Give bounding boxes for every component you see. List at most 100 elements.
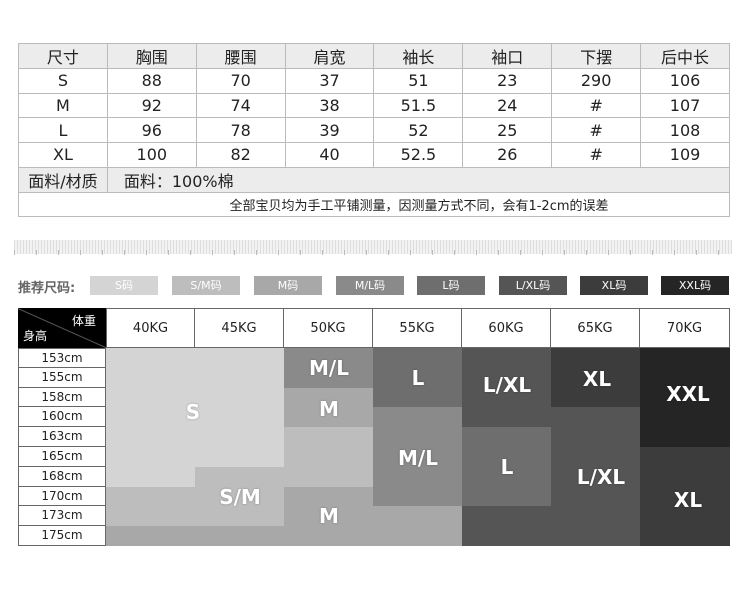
size-region-label: XL [582, 367, 612, 391]
size-chip: XL码 [580, 276, 648, 295]
size-cell [106, 407, 196, 428]
spec-cell: 78 [195, 117, 286, 144]
height-row-header: 175cm [18, 526, 106, 546]
size-region-label: S [185, 400, 201, 424]
weight-header: 65KG [551, 308, 640, 348]
spec-row: XL 100 82 40 52.5 26 #109 [18, 142, 730, 168]
size-cell [106, 486, 196, 507]
size-cell [462, 447, 552, 468]
size-cell [640, 367, 730, 389]
size-region-label: M [319, 504, 339, 528]
column-header: 胸围 [106, 43, 197, 69]
size-chip: L码 [417, 276, 485, 295]
size-chip: S/M码 [172, 276, 240, 295]
size-cell [106, 466, 196, 488]
size-cell [195, 466, 285, 488]
column-header: 尺寸 [18, 43, 108, 69]
spec-cell: L [18, 117, 108, 144]
size-cell [106, 526, 196, 547]
spec-cell: 109 [640, 142, 730, 168]
size-cell [551, 466, 641, 488]
spec-cell: 106 [640, 68, 730, 94]
column-header: 袖口 [462, 43, 553, 69]
spec-cell: 88 [106, 68, 197, 94]
size-cell [106, 387, 196, 408]
size-cell [462, 348, 552, 369]
size-cell [195, 348, 285, 369]
spec-cell: 82 [195, 142, 286, 168]
size-chip: L/XL码 [499, 276, 567, 295]
weight-header: 45KG [195, 308, 284, 348]
size-cell [284, 387, 374, 408]
height-row-header: 163cm [18, 427, 106, 447]
size-cell [640, 447, 730, 468]
spec-cell: 37 [284, 68, 375, 94]
column-header: 腰围 [195, 43, 286, 69]
height-row-header: 160cm [18, 407, 106, 428]
size-cell [284, 486, 374, 507]
size-chip: XXL码 [661, 276, 729, 295]
size-cell [195, 427, 285, 448]
size-cell [640, 486, 730, 507]
note-row: 全部宝贝均为手工平铺测量，因测量方式不同，会有1-2cm的误差 [18, 191, 730, 218]
size-cell [195, 526, 285, 547]
size-cell [551, 427, 641, 448]
spec-cell: 26 [462, 142, 553, 168]
size-chip: M/L码 [336, 276, 404, 295]
size-cell [640, 506, 730, 527]
spec-cell: XL [18, 142, 108, 168]
spec-cell: 51.5 [373, 92, 464, 119]
size-cell [373, 486, 463, 507]
column-header: 肩宽 [284, 43, 375, 69]
size-cell [640, 466, 730, 488]
weight-header: 50KG [284, 308, 373, 348]
size-cell [640, 526, 730, 547]
weight-header: 55KG [373, 308, 462, 348]
size-cell [373, 387, 463, 408]
spec-cell: M [18, 92, 108, 119]
column-header: 袖长 [373, 43, 464, 69]
spec-cell: 74 [195, 92, 286, 119]
material-row: 面料/材质 面料：100%棉 [18, 166, 731, 193]
size-region-label: M/L [398, 446, 438, 470]
size-cell [373, 506, 463, 527]
size-cell [551, 407, 641, 428]
size-cell [195, 506, 285, 527]
column-header: 下摆 [551, 43, 642, 69]
spec-cell: 92 [106, 92, 197, 119]
size-region-label: L [411, 366, 425, 390]
size-cell [462, 367, 552, 389]
size-cell [373, 407, 463, 428]
spec-row: L 96 78 39 52 25 #108 [18, 117, 730, 144]
spec-cell: 52 [373, 117, 464, 144]
size-region-label: L/XL [482, 373, 532, 397]
size-cell [284, 447, 374, 468]
height-row-header: 155cm [18, 367, 106, 388]
ruler-divider [14, 240, 732, 255]
size-cell [551, 348, 641, 369]
size-cell [284, 526, 374, 547]
size-cell [373, 447, 463, 468]
weight-label: 体重 [71, 314, 96, 328]
size-cell [551, 447, 641, 468]
spec-cell: 39 [284, 117, 375, 144]
recommend-size-label: 推荐尺码: [18, 281, 76, 296]
size-cell [462, 526, 552, 547]
height-row-header: 173cm [18, 506, 106, 527]
size-region-label: XXL [666, 382, 710, 406]
size-region-label: XL [673, 488, 703, 512]
size-region-label: M/L [309, 356, 349, 380]
size-cell [284, 348, 374, 369]
spec-cell: 52.5 [373, 142, 464, 168]
measurement-note: 全部宝贝均为手工平铺测量，因测量方式不同，会有1-2cm的误差 [18, 191, 730, 218]
size-cell [195, 486, 285, 507]
spec-cell: 96 [106, 117, 197, 144]
spec-cell: 290 [551, 68, 642, 94]
size-cell [462, 506, 552, 527]
spec-cell: 100 [106, 142, 197, 168]
size-cell [551, 526, 641, 547]
size-cell [373, 367, 463, 389]
spec-cell: # [551, 117, 642, 144]
weight-header: 70KG [640, 308, 730, 348]
size-cell [106, 348, 196, 369]
